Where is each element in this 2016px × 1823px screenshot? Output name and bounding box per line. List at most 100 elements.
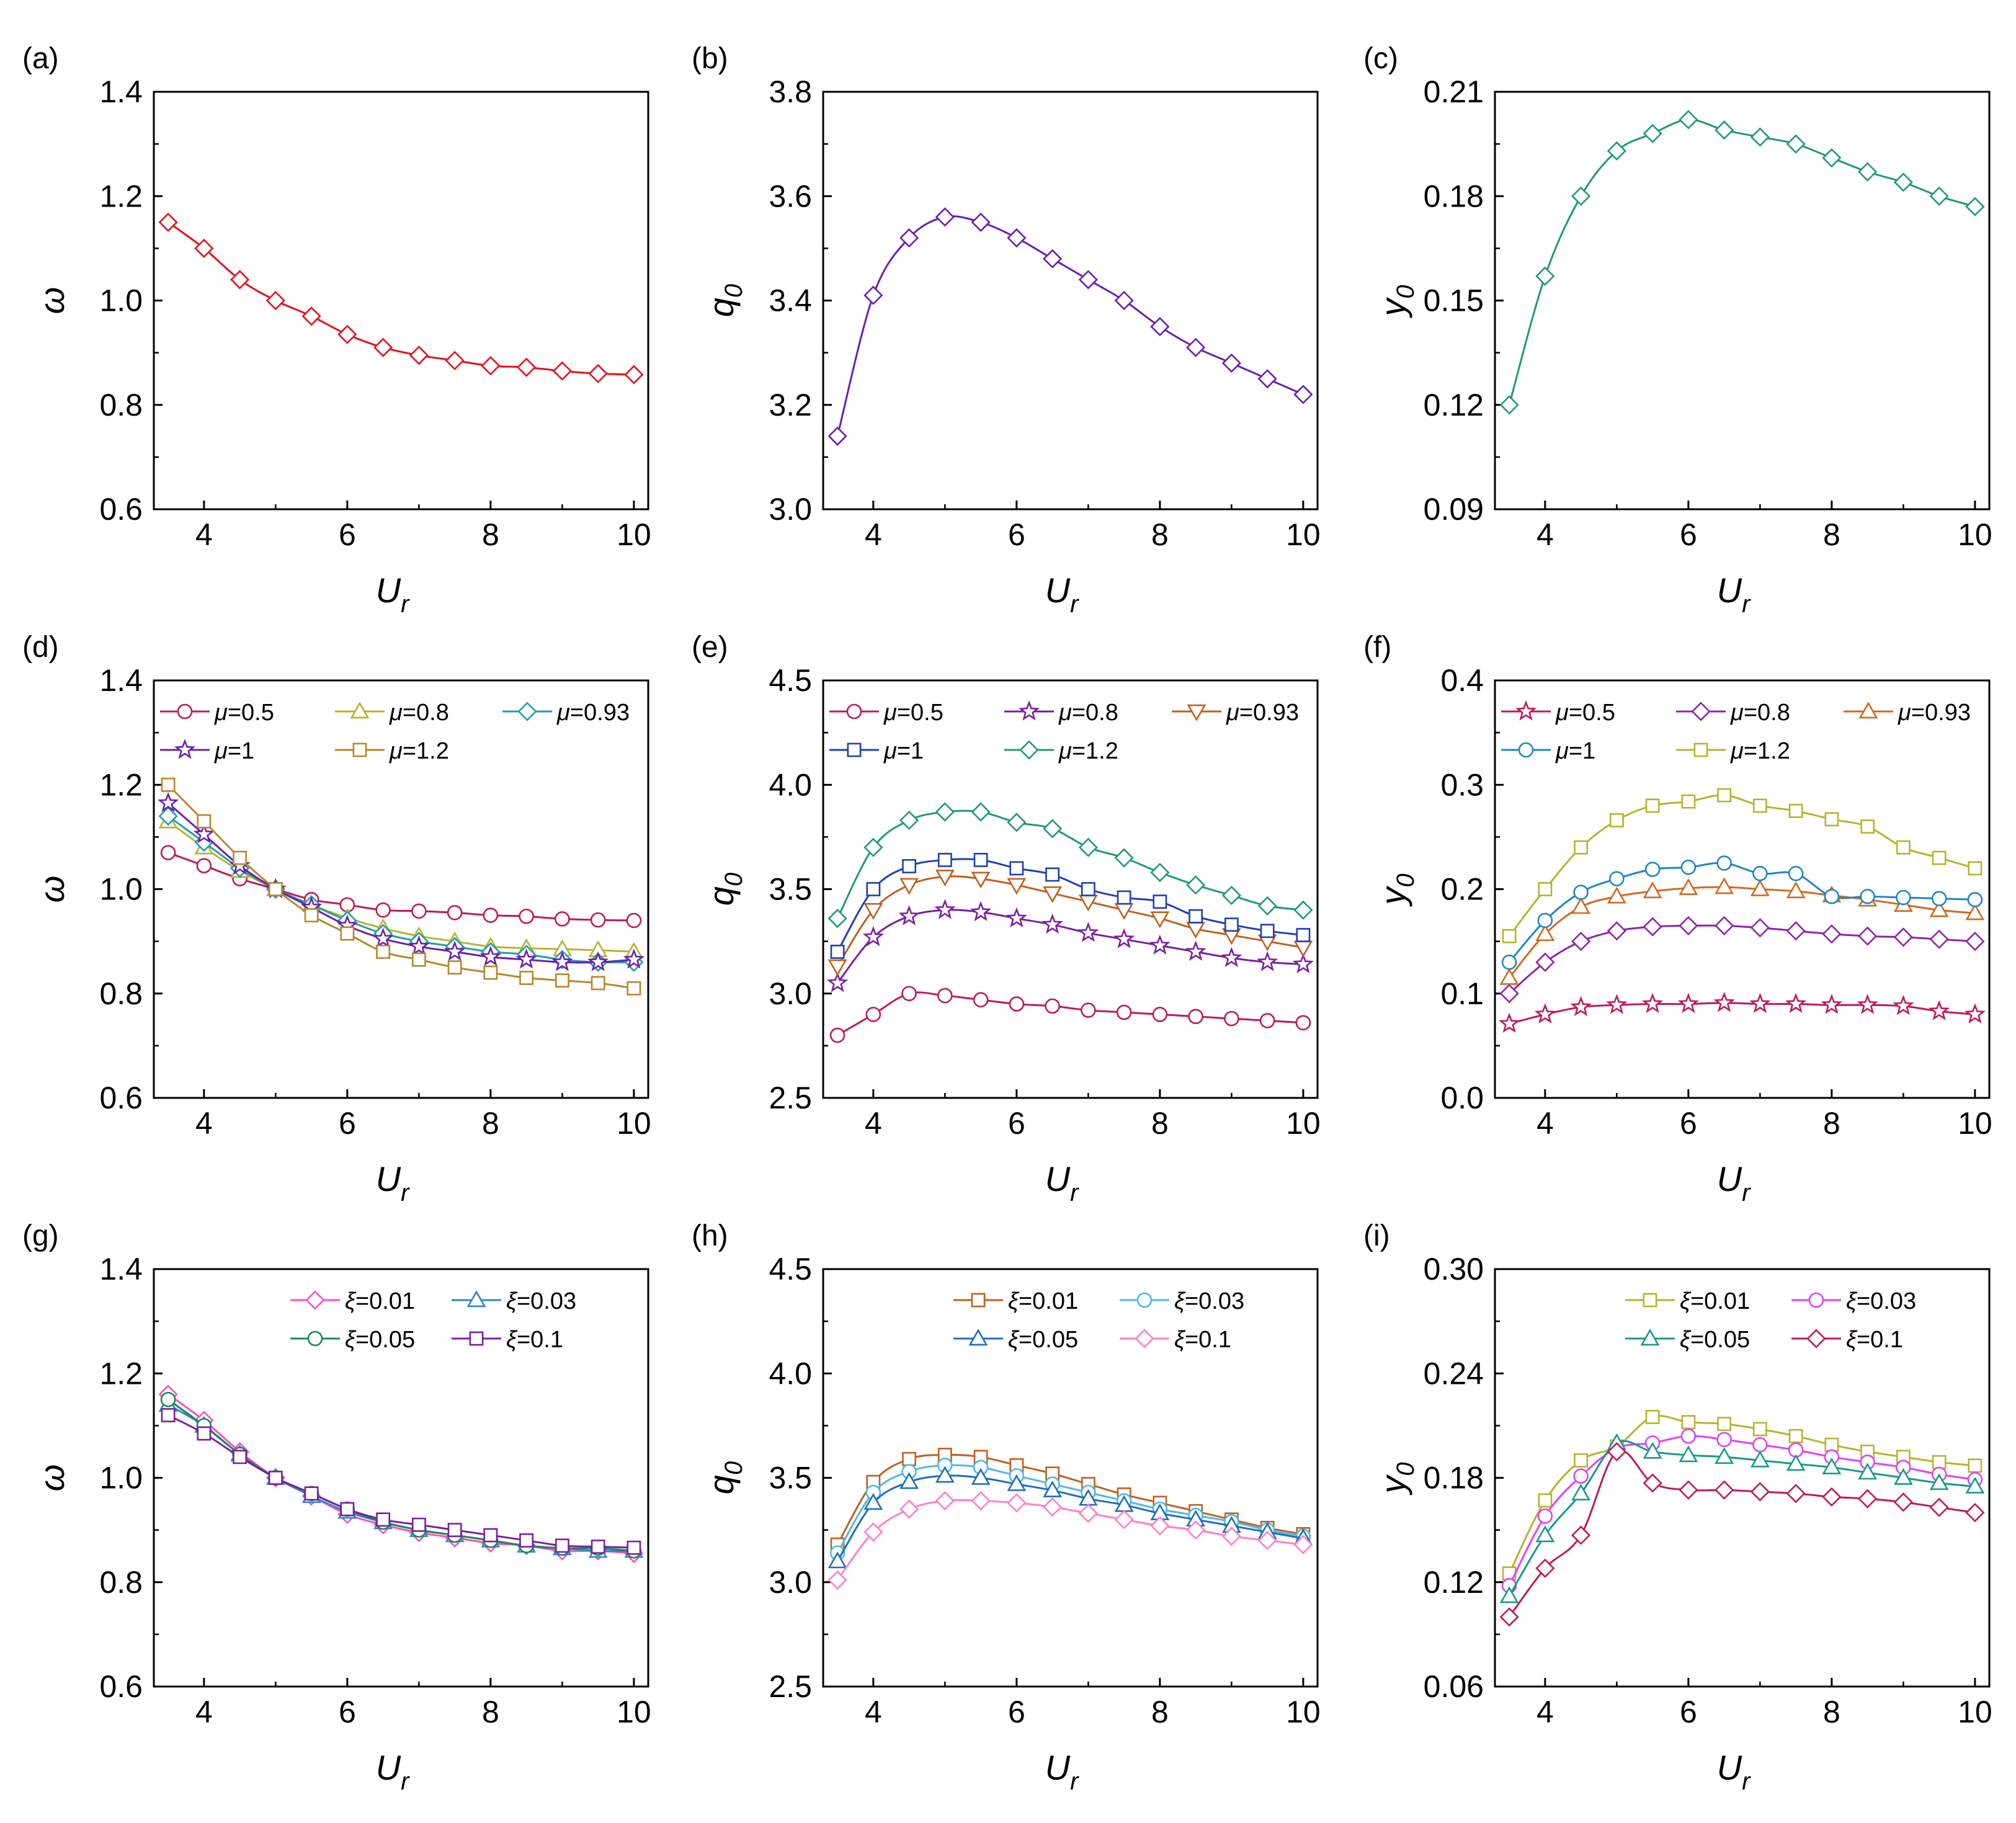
data-point <box>1499 968 1519 985</box>
data-point <box>1221 353 1241 373</box>
x-tick-label: 4 <box>1537 1106 1554 1141</box>
data-point <box>1260 924 1275 938</box>
data-point <box>1537 1508 1553 1524</box>
legend-label: ξ=0.01 <box>1008 1288 1078 1314</box>
x-tick-label: 4 <box>865 1106 882 1141</box>
data-point <box>304 1486 319 1501</box>
chart-panel: (a) 0.6 0.8 1.0 1.2 1.4 4 6 8 10 Ur ω <box>22 42 651 618</box>
legend-marker <box>1515 700 1537 721</box>
data-point <box>1221 947 1242 968</box>
x-tick-label: 8 <box>482 1106 499 1141</box>
x-tick-label: 10 <box>1958 1695 1992 1729</box>
data-point <box>1679 1445 1698 1463</box>
legend-marker <box>1019 740 1039 760</box>
y-axis-label: ω <box>32 876 71 903</box>
data-point <box>409 345 429 365</box>
y-axis-label: y0 <box>1373 1462 1419 1495</box>
data-point <box>1221 886 1241 906</box>
data-point <box>483 1528 498 1543</box>
y-tick-label: 3.5 <box>769 872 812 907</box>
data-point <box>517 357 537 377</box>
data-point <box>160 1392 176 1407</box>
data-point <box>1221 1527 1241 1546</box>
y-axis-label: ω <box>32 1464 71 1492</box>
data-point <box>481 356 501 376</box>
legend-label: ξ=0.01 <box>1680 1288 1750 1314</box>
data-point <box>1716 1432 1732 1448</box>
data-point <box>1257 1530 1277 1551</box>
legend-label: μ=0.5 <box>214 700 274 726</box>
x-axis-label: Ur <box>1717 1159 1751 1206</box>
data-point <box>1150 316 1170 337</box>
data-point <box>1929 1497 1949 1517</box>
data-point <box>1893 1492 1913 1512</box>
data-point <box>160 845 176 860</box>
data-point <box>1293 1535 1313 1554</box>
data-point <box>551 951 573 971</box>
data-point <box>863 1522 883 1542</box>
data-point <box>304 908 319 922</box>
data-point <box>971 871 991 889</box>
data-point <box>971 1468 991 1485</box>
data-point <box>902 859 917 873</box>
data-point <box>1043 249 1063 269</box>
x-tick-label: 6 <box>1008 517 1025 552</box>
data-point <box>1788 1429 1803 1443</box>
data-point <box>1574 840 1589 855</box>
data-point <box>827 971 849 992</box>
data-point <box>1893 172 1913 192</box>
data-point <box>519 971 534 985</box>
data-point <box>1679 916 1698 935</box>
data-point <box>1114 848 1134 868</box>
y-tick-label: 4.5 <box>769 1252 812 1286</box>
legend-label: ξ=0.05 <box>1680 1327 1750 1353</box>
data-point <box>863 903 883 920</box>
x-tick-label: 8 <box>1151 1695 1169 1729</box>
data-point <box>1858 162 1878 182</box>
y-tick-label: 3.4 <box>769 283 812 318</box>
data-point <box>1078 270 1098 290</box>
data-point <box>1078 1504 1098 1523</box>
plot-frame <box>153 91 649 510</box>
series-line <box>167 815 634 964</box>
data-point <box>624 365 644 385</box>
data-point <box>1571 1483 1591 1500</box>
data-point <box>827 426 847 446</box>
legend-label: μ=1 <box>1555 738 1595 764</box>
data-point <box>1153 894 1167 909</box>
data-point <box>376 1512 391 1527</box>
legend-marker <box>307 1330 323 1347</box>
data-point <box>1571 932 1591 952</box>
data-point <box>445 350 465 370</box>
x-tick-label: 10 <box>617 517 651 552</box>
legend-label: μ=0.8 <box>389 700 449 726</box>
legend-label: μ=0.8 <box>1730 700 1790 726</box>
y-tick-label: 0.6 <box>99 1669 143 1704</box>
data-point <box>1535 1525 1555 1543</box>
data-point <box>1535 1558 1555 1578</box>
data-point <box>1186 875 1206 895</box>
data-point <box>1715 877 1734 894</box>
data-point <box>1788 803 1803 818</box>
data-point <box>230 270 250 290</box>
legend-label: μ=1.2 <box>1058 738 1118 764</box>
data-point <box>1860 819 1875 834</box>
data-point <box>827 909 847 929</box>
x-tick-label: 10 <box>1286 1106 1321 1141</box>
legend-marker <box>1187 704 1206 721</box>
y-tick-label: 0.30 <box>1424 1252 1484 1286</box>
legend-marker <box>1858 702 1878 719</box>
data-point <box>590 912 606 928</box>
data-point <box>1644 862 1661 877</box>
chart-panel: (h) 2.5 3.0 3.5 4.0 4.5 4 6 8 10 Ur q0 ξ=0.01 ξ=0.03 ξ… <box>692 1219 1321 1795</box>
y-tick-label: 3.8 <box>769 74 812 109</box>
x-tick-label: 4 <box>195 1695 213 1729</box>
data-point <box>1113 928 1135 948</box>
data-point <box>587 951 609 971</box>
data-point <box>1189 909 1203 924</box>
data-point <box>1750 1450 1770 1468</box>
data-point <box>1822 924 1842 944</box>
chart-panel: (c) 0.09 0.12 0.15 0.18 0.21 4 6 8 10 Ur y0 <box>1363 42 1992 618</box>
data-point <box>1681 794 1696 809</box>
